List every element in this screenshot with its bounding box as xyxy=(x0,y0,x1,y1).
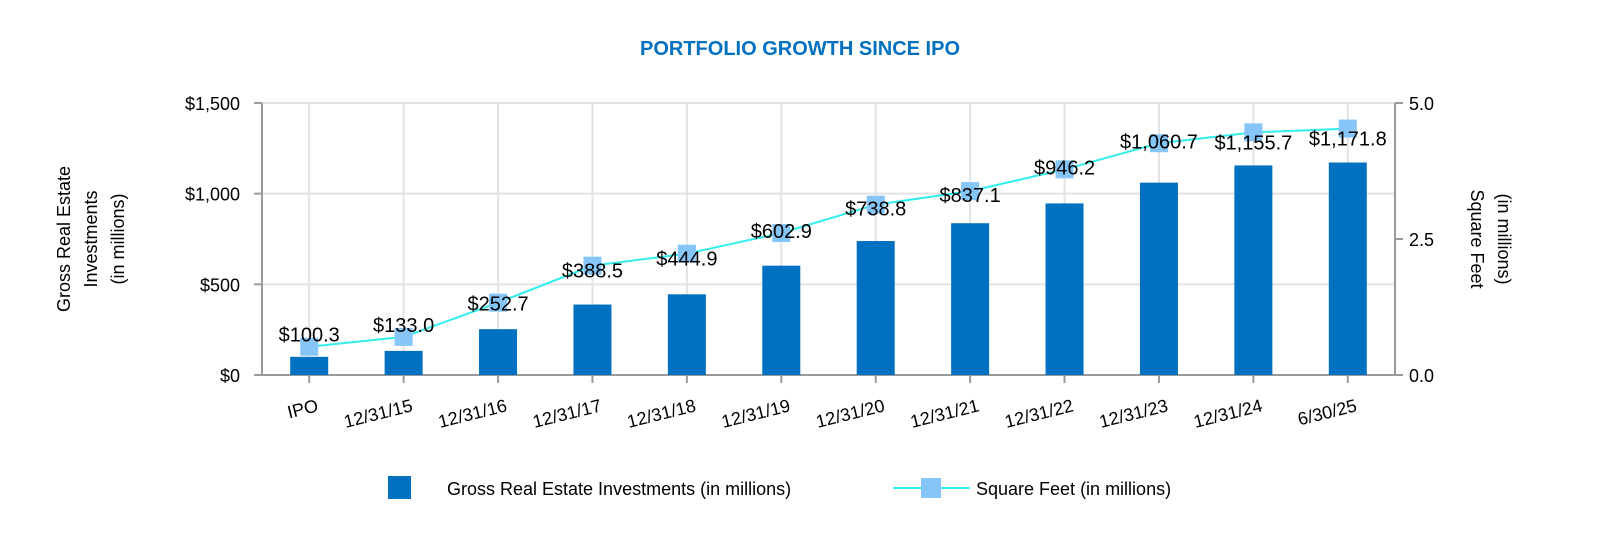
square-feet-marker xyxy=(772,224,791,243)
square-feet-marker xyxy=(583,256,602,275)
x-tick-label: 12/31/20 xyxy=(814,395,887,431)
bar-data-label: $1,060.7 xyxy=(1120,131,1198,153)
y-axis-title: (in millions) xyxy=(108,193,128,284)
square-feet-marker xyxy=(1244,123,1263,142)
square-feet-line xyxy=(309,127,1348,348)
bar-data-label: $946.2 xyxy=(1034,157,1095,179)
bar xyxy=(1328,162,1367,375)
y2-axis-title: Square Feet xyxy=(1467,189,1487,288)
bar-data-label: $602.9 xyxy=(751,221,812,243)
bar-data-label: $444.9 xyxy=(656,249,717,271)
bar xyxy=(1234,165,1273,375)
bar xyxy=(762,265,801,375)
square-feet-marker xyxy=(961,182,980,201)
x-tick-label: 12/31/15 xyxy=(342,395,415,431)
y2-tick-label: 0.0 xyxy=(1409,366,1434,386)
y-tick-label: $0 xyxy=(220,366,240,386)
bar xyxy=(384,350,423,375)
square-feet-marker xyxy=(300,337,319,356)
bar xyxy=(951,223,990,375)
y-axis-title: Investments xyxy=(81,190,101,287)
y2-tick-label: 2.5 xyxy=(1409,230,1434,250)
x-tick-label: 12/31/16 xyxy=(436,395,509,431)
bar-data-label: $1,171.8 xyxy=(1309,129,1387,151)
bar-data-label: $133.0 xyxy=(373,315,434,337)
bar xyxy=(290,356,329,375)
bar xyxy=(479,329,518,375)
bar-data-label: $252.7 xyxy=(467,294,528,316)
x-tick-label: 6/30/25 xyxy=(1296,395,1359,429)
x-tick-label: 12/31/23 xyxy=(1097,395,1170,431)
legend-label-bar: Gross Real Estate Investments (in millio… xyxy=(447,479,791,499)
bar-data-label: $1,155.7 xyxy=(1214,132,1292,154)
bar-data-label: $738.8 xyxy=(845,199,906,221)
bar-data-label: $388.5 xyxy=(562,261,623,283)
x-tick-label: 12/31/22 xyxy=(1003,395,1076,431)
x-tick-label: 12/31/17 xyxy=(531,395,604,431)
bar xyxy=(573,304,612,375)
chart-title: PORTFOLIO GROWTH SINCE IPO xyxy=(640,38,960,60)
bar xyxy=(1139,182,1178,375)
bar-data-label: $837.1 xyxy=(940,185,1001,207)
y-tick-label: $500 xyxy=(200,275,240,295)
legend-label-line: Square Feet (in millions) xyxy=(976,479,1171,499)
y-tick-label: $1,500 xyxy=(185,94,240,114)
x-tick-label: 12/31/19 xyxy=(719,395,792,431)
bar-data-label: $100.3 xyxy=(279,325,340,347)
y-axis-title: Gross Real Estate xyxy=(54,166,74,312)
y-tick-label: $1,000 xyxy=(185,185,240,205)
x-tick-label: 12/31/18 xyxy=(625,395,698,431)
square-feet-marker xyxy=(394,327,413,346)
y2-tick-label: 5.0 xyxy=(1409,94,1434,114)
x-tick-label: 12/31/21 xyxy=(908,395,981,431)
square-feet-marker xyxy=(677,244,696,263)
x-tick-label: 12/31/24 xyxy=(1192,395,1265,431)
legend-swatch-bar xyxy=(388,476,411,499)
bar xyxy=(1045,203,1084,375)
square-feet-marker xyxy=(1149,134,1168,153)
square-feet-marker xyxy=(1338,119,1357,138)
legend-swatch-marker xyxy=(921,478,941,498)
x-tick-label: IPO xyxy=(285,395,320,422)
bar xyxy=(667,294,706,375)
square-feet-marker xyxy=(1055,160,1074,179)
square-feet-marker xyxy=(489,293,508,312)
y2-axis-title: (in millions) xyxy=(1494,193,1514,284)
bar xyxy=(856,241,895,375)
square-feet-marker xyxy=(866,195,885,214)
